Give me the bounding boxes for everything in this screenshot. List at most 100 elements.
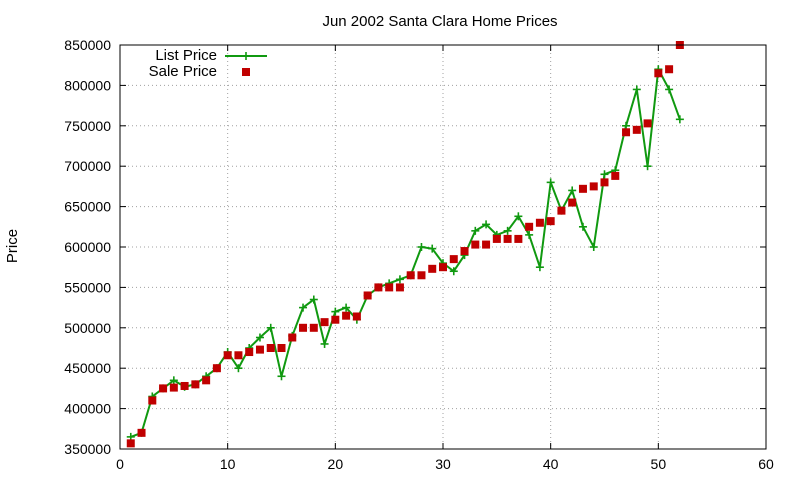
list-price-point xyxy=(449,267,458,276)
list-price-point xyxy=(299,303,308,312)
y-tick-label: 550000 xyxy=(64,279,111,295)
list-price-point xyxy=(546,178,555,187)
y-tick-label: 400000 xyxy=(64,401,111,417)
legend: List Price Sale Price xyxy=(149,47,267,80)
sale-price-point xyxy=(277,344,286,352)
sale-price-point xyxy=(288,333,297,342)
sale-price-point xyxy=(137,428,146,437)
sale-price-point xyxy=(159,384,168,393)
sale-price-point xyxy=(578,184,587,193)
sale-price-point xyxy=(417,271,426,280)
sale-price-point xyxy=(654,69,663,78)
list-price-point xyxy=(514,212,523,221)
x-tick-label: 50 xyxy=(651,456,667,472)
sale-price-point xyxy=(148,396,157,405)
legend-label-sale-price: Sale Price xyxy=(149,63,217,80)
list-price-series xyxy=(126,65,684,441)
sale-price-point xyxy=(331,315,340,324)
legend-marker-sale-price xyxy=(242,68,250,76)
legend-label-list-price: List Price xyxy=(155,47,217,64)
sale-price-point xyxy=(557,206,566,215)
sale-price-point xyxy=(535,218,544,227)
y-tick-label: 450000 xyxy=(64,360,111,376)
list-price-point xyxy=(535,263,544,272)
y-tick-label: 650000 xyxy=(64,199,111,215)
y-tick-label: 500000 xyxy=(64,320,111,336)
sale-price-point xyxy=(320,318,329,327)
y-tick-label: 850000 xyxy=(64,37,111,53)
list-price-point xyxy=(568,186,577,195)
list-price-point xyxy=(665,85,674,94)
y-tick-label: 600000 xyxy=(64,239,111,255)
sale-price-point xyxy=(482,240,491,249)
sale-price-point xyxy=(395,283,404,292)
list-price-point xyxy=(589,243,598,251)
sale-price-point xyxy=(439,263,447,272)
sale-price-point xyxy=(245,348,254,357)
sale-price-point xyxy=(514,234,523,243)
sale-price-point xyxy=(385,283,394,292)
sale-price-point xyxy=(460,247,469,256)
sale-price-point xyxy=(525,222,534,231)
x-tick-label: 30 xyxy=(435,456,451,472)
list-price-point xyxy=(309,295,318,304)
y-tick-label: 700000 xyxy=(64,158,111,174)
sale-price-point xyxy=(352,312,361,321)
list-price-point xyxy=(266,323,275,332)
y-tick-label: 750000 xyxy=(64,118,111,134)
sale-price-point xyxy=(363,291,372,300)
sale-price-point xyxy=(180,381,189,390)
sale-price-point xyxy=(234,351,243,360)
list-price-point xyxy=(417,243,426,251)
sale-price-point xyxy=(471,240,480,249)
list-price-point xyxy=(600,170,609,179)
sale-price-series xyxy=(126,41,684,448)
list-price-point xyxy=(428,244,437,253)
sale-price-point xyxy=(503,234,512,243)
y-tick-label: 800000 xyxy=(64,77,111,93)
chart-title: Jun 2002 Santa Clara Home Prices xyxy=(322,13,557,30)
sale-price-point xyxy=(169,383,178,392)
sale-price-point xyxy=(492,234,501,243)
list-price-point xyxy=(342,303,351,312)
sale-price-point xyxy=(546,217,555,226)
list-price-point xyxy=(277,372,286,381)
sale-price-point xyxy=(266,344,275,352)
x-tick-label: 0 xyxy=(116,456,124,472)
sale-price-point xyxy=(611,171,620,180)
list-price-point xyxy=(234,364,243,373)
sale-price-point xyxy=(643,119,652,128)
list-price-point xyxy=(320,339,329,348)
sale-price-point xyxy=(406,271,415,280)
sale-price-point xyxy=(589,182,598,191)
list-price-point xyxy=(632,85,641,94)
sale-price-point xyxy=(374,283,383,292)
sale-price-point xyxy=(622,128,631,137)
sale-price-point xyxy=(299,323,308,332)
x-tick-label: 20 xyxy=(328,456,344,472)
sale-price-point xyxy=(600,178,609,187)
sale-price-point xyxy=(191,380,200,389)
sale-price-point xyxy=(202,376,211,385)
sale-price-point xyxy=(126,439,135,448)
list-price-point xyxy=(482,220,491,229)
list-price-point xyxy=(331,307,340,316)
sale-price-point xyxy=(309,323,318,332)
sale-price-point xyxy=(568,198,577,207)
x-tick-label: 60 xyxy=(758,456,774,472)
sale-price-point xyxy=(255,345,264,354)
x-tick-label: 10 xyxy=(220,456,236,472)
list-price-point xyxy=(255,333,264,342)
list-price-point xyxy=(471,226,480,235)
y-axis-label: Price xyxy=(4,229,21,263)
sale-price-point xyxy=(632,125,641,134)
sale-price-point xyxy=(428,264,437,273)
list-price-point xyxy=(675,115,684,124)
sale-price-point xyxy=(665,65,674,74)
sale-price-point xyxy=(342,311,351,320)
y-tick-label: 350000 xyxy=(64,441,111,457)
axes: 0 10 20 30 40 50 60 350000 400000 450000 500000 550… xyxy=(64,37,774,472)
grid-lines xyxy=(120,45,766,449)
list-price-point xyxy=(503,226,512,235)
